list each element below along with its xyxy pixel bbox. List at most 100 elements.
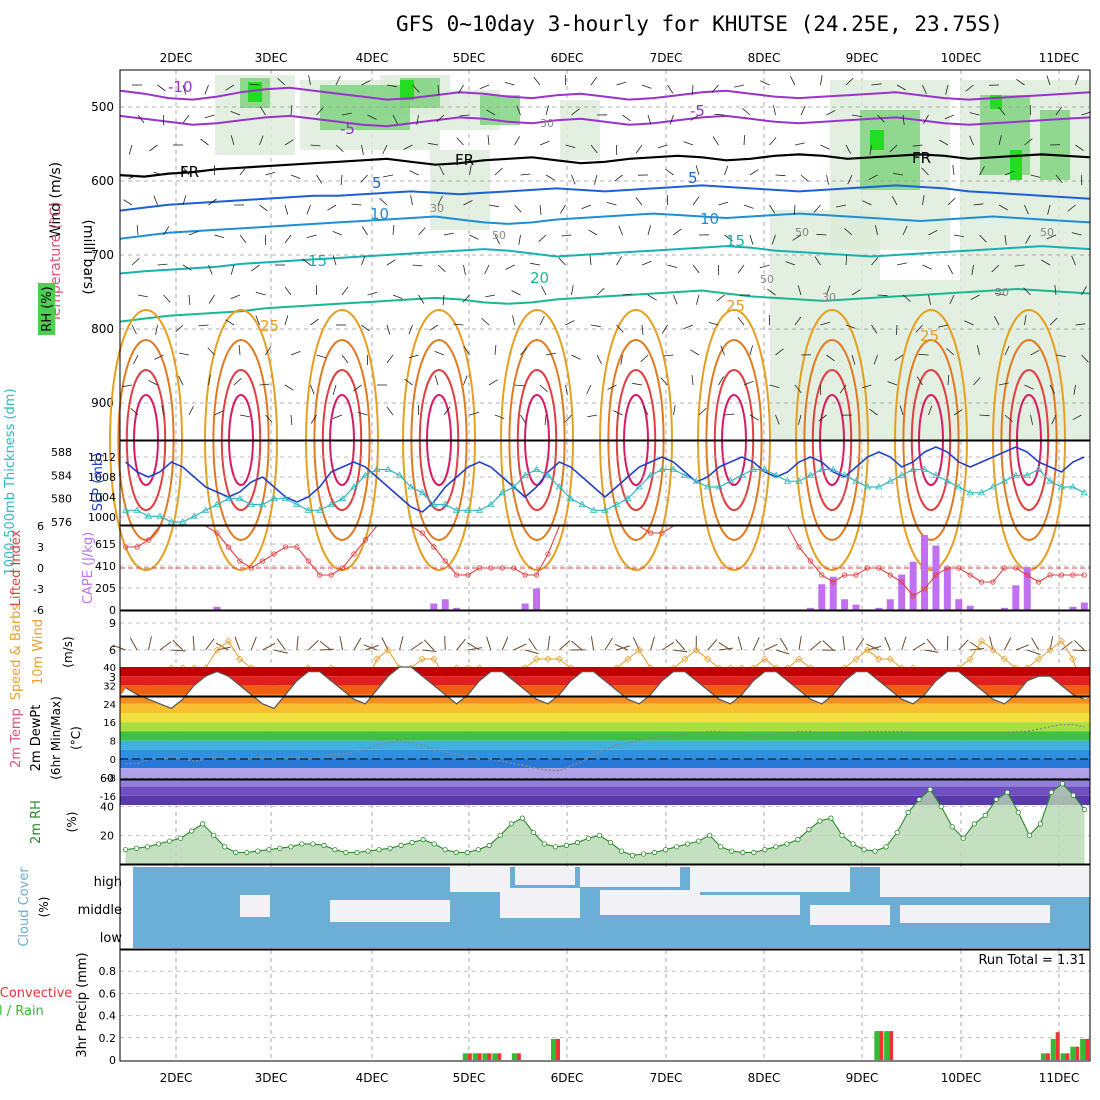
thickness-marker — [943, 477, 952, 484]
wind-tick-label: 3 — [109, 671, 116, 684]
date-label-bottom: 7DEC — [650, 1071, 683, 1085]
lifted-index-marker — [978, 579, 985, 585]
thickness-marker — [703, 483, 712, 490]
thickness-marker — [715, 483, 723, 490]
wind-barb — [877, 294, 888, 297]
wind-barb — [533, 76, 541, 86]
wind-barb — [290, 351, 301, 356]
contour-label: 30 — [430, 202, 444, 215]
cape-tick-label: 615 — [95, 538, 116, 551]
wind-barb — [239, 234, 247, 244]
cape-bar — [533, 588, 541, 610]
wind-barb — [230, 294, 241, 299]
rh-2m-marker — [629, 852, 636, 859]
lifted-index-tick-label: -6 — [33, 604, 44, 617]
wind-barb — [847, 174, 853, 185]
contour-label: -5 — [690, 102, 705, 120]
rh-2m-marker — [398, 842, 404, 848]
wind-barb — [188, 294, 191, 306]
wind-barb — [692, 264, 700, 274]
thickness-marker — [361, 471, 370, 478]
wind-barb — [123, 199, 133, 206]
surface-wind-barb — [614, 643, 629, 651]
wind-barb — [518, 234, 521, 245]
lifted-index-marker — [499, 565, 505, 571]
rh-2m-marker — [299, 841, 305, 847]
wind-barb — [868, 174, 878, 181]
wind-barb — [178, 375, 184, 386]
cape-bar — [921, 534, 929, 610]
rh-2m-marker — [663, 847, 669, 853]
wind-barb — [136, 224, 139, 236]
y-axis-label-minmax: (6hr Min/Max) — [49, 696, 63, 780]
wind-speed-marker — [635, 646, 643, 654]
rh-2m-marker — [519, 815, 525, 821]
rh-2m-marker — [839, 832, 845, 838]
surface-wind-barb — [673, 649, 688, 653]
wind-barb — [462, 294, 470, 303]
wind-barb — [214, 410, 224, 416]
wind-barb — [306, 234, 317, 239]
precip-total-bar — [472, 1053, 478, 1060]
wind-barb — [571, 285, 574, 296]
panel-frame — [119, 525, 1091, 611]
y-axis-label-wind-units: (m/s) — [61, 636, 75, 667]
wind-barb — [200, 138, 209, 146]
precip-convective-bar — [889, 1031, 894, 1060]
wind-barb — [179, 352, 190, 356]
wind-barb — [711, 84, 719, 93]
wind-barb — [251, 264, 260, 272]
wind-barb — [998, 106, 1006, 116]
thickness-marker — [977, 489, 986, 496]
precip-total-bar — [482, 1053, 488, 1060]
surface-wind-barb — [307, 639, 319, 651]
surface-wind-barb — [501, 636, 509, 651]
wind-barb — [208, 264, 213, 275]
rh-shade-wet — [320, 85, 410, 130]
lifted-index-marker — [123, 544, 129, 550]
wind-barb — [977, 345, 980, 356]
surface-wind-barb — [319, 641, 332, 651]
wind-barb — [1030, 174, 1041, 178]
date-label-bottom: 11DEC — [1039, 1071, 1079, 1085]
lifted-index-marker — [248, 565, 254, 571]
date-label-top: 10DEC — [941, 51, 981, 65]
temp-tick-label: 32 — [103, 681, 116, 692]
wind-barb — [947, 264, 954, 274]
surface-wind-barb — [926, 638, 937, 651]
surface-wind-barb — [129, 637, 138, 651]
lifted-index-marker — [796, 544, 802, 550]
wind-barb — [225, 319, 235, 326]
panel-frame — [119, 440, 1091, 526]
wind-barb — [590, 76, 598, 86]
precip-total-bar — [511, 1053, 517, 1060]
lifted-index-marker — [830, 579, 836, 585]
wind-barb — [514, 204, 522, 213]
wind-barb — [673, 405, 676, 416]
wind-barb — [616, 256, 623, 266]
wind-barb — [683, 324, 694, 330]
precip-convective-bar — [556, 1038, 561, 1060]
wind-barb — [902, 225, 908, 236]
wind-barb — [993, 316, 1000, 326]
rh-2m-marker — [211, 832, 217, 838]
wind-barb — [845, 324, 856, 329]
wind-speed-marker — [875, 655, 883, 663]
date-label-top: 7DEC — [650, 51, 683, 65]
rh-2m-marker — [1048, 789, 1055, 795]
wind-barb — [541, 285, 547, 296]
lifted-index-marker — [944, 565, 950, 571]
lifted-index-marker — [488, 565, 494, 571]
rh-2m-marker — [872, 848, 878, 854]
wind-barb — [979, 234, 987, 243]
surface-wind-barb — [276, 638, 286, 651]
wind-barb — [683, 141, 694, 146]
rh-shade-saturated — [400, 80, 414, 100]
rh-2m-marker — [508, 821, 514, 827]
wind-barb — [487, 135, 490, 146]
wind-barb — [545, 174, 555, 181]
wind-barb — [718, 201, 729, 206]
precip-tick-label: 0.2 — [99, 1032, 117, 1045]
thickness-marker — [384, 465, 392, 472]
wind-barb — [1004, 414, 1013, 422]
